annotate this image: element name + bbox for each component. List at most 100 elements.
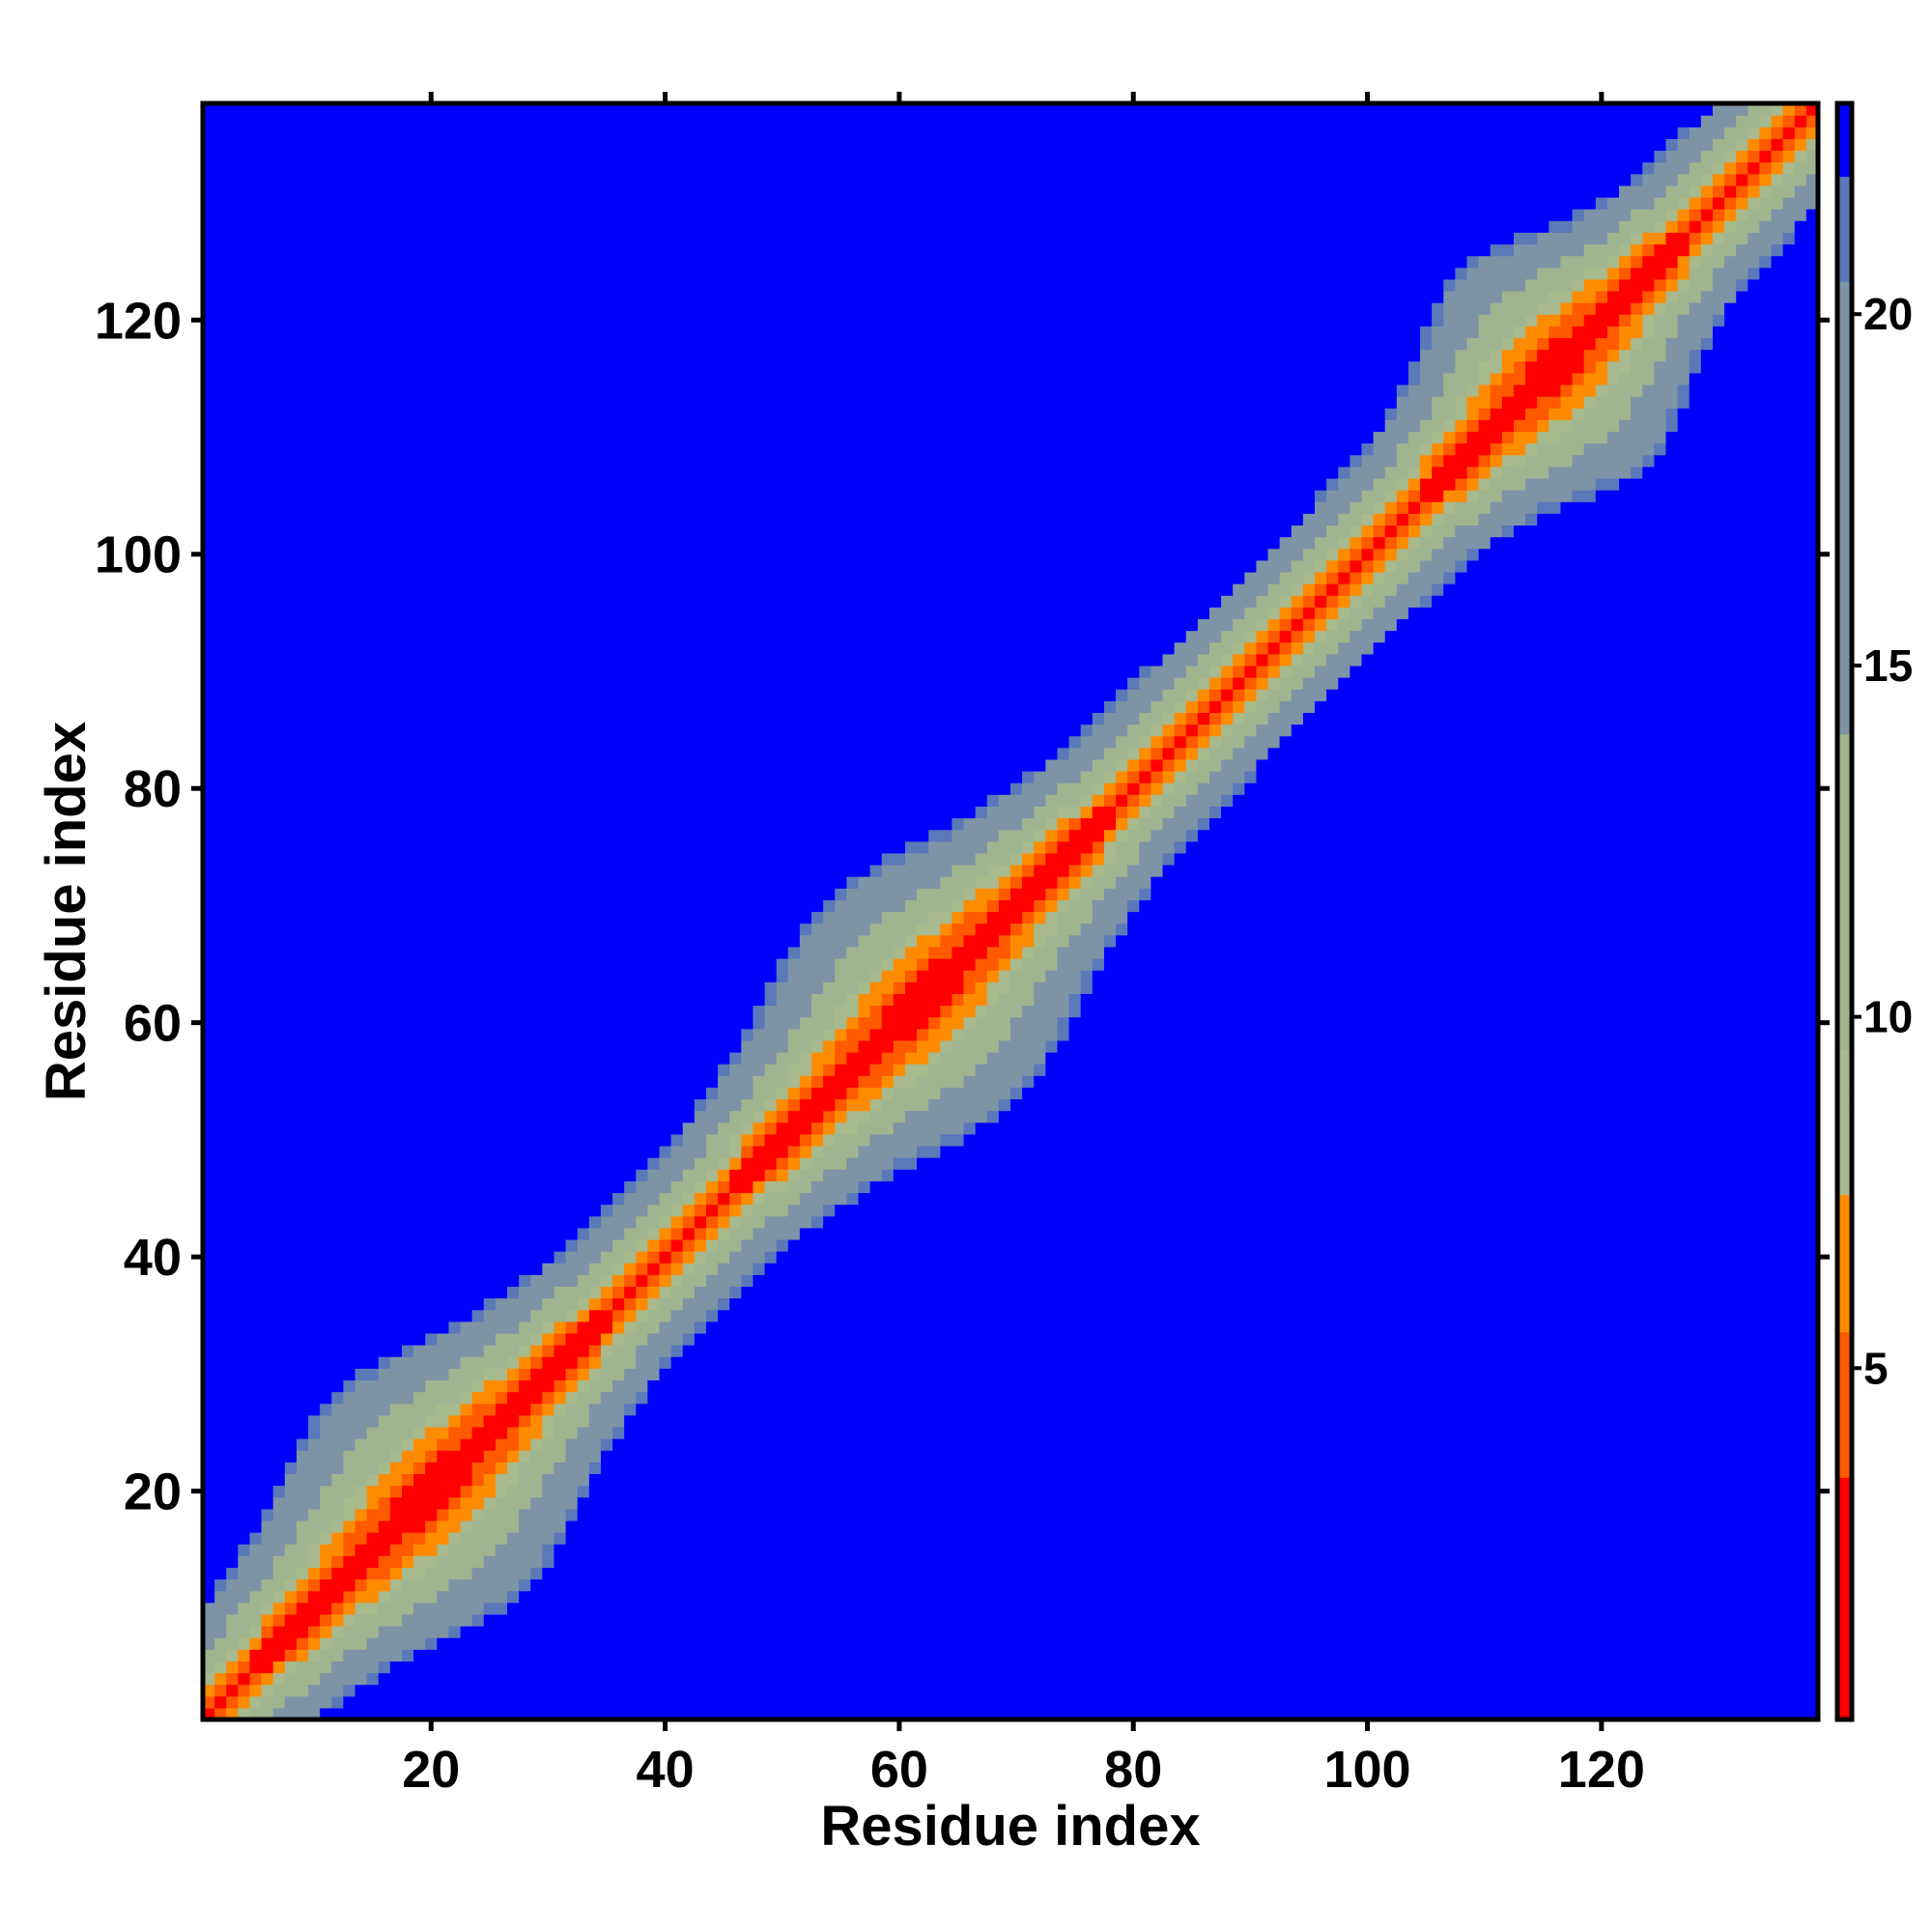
heatmap-cell — [320, 1192, 332, 1206]
heatmap-cell — [226, 571, 239, 584]
heatmap-cell — [437, 1309, 450, 1322]
heatmap-cell — [308, 1649, 321, 1662]
heatmap-cell — [495, 1145, 508, 1158]
heatmap-cell — [272, 677, 286, 690]
heatmap-cell — [600, 1567, 613, 1580]
heatmap-cell — [577, 360, 590, 374]
heatmap-cell — [355, 1356, 368, 1369]
heatmap-cell — [519, 1391, 531, 1405]
heatmap-cell — [378, 1075, 391, 1088]
heatmap-cell — [366, 1414, 380, 1428]
heatmap-cell — [308, 758, 321, 772]
heatmap-cell — [542, 1005, 555, 1018]
heatmap-cell — [308, 103, 321, 116]
heatmap-cell — [378, 115, 391, 128]
heatmap-cell — [624, 1496, 637, 1510]
heatmap-cell — [495, 1157, 508, 1170]
heatmap-cell — [600, 653, 613, 667]
heatmap-cell — [284, 806, 298, 819]
heatmap-cell — [460, 1145, 473, 1158]
heatmap-cell — [530, 829, 543, 842]
heatmap-cell — [483, 1297, 497, 1311]
heatmap-cell — [425, 712, 438, 725]
heatmap-cell — [437, 243, 450, 257]
heatmap-cell — [448, 689, 462, 701]
heatmap-cell — [507, 700, 520, 713]
heatmap-cell — [425, 1263, 438, 1275]
heatmap-cell — [425, 1309, 438, 1322]
heatmap-cell — [612, 1274, 625, 1288]
heatmap-cell — [612, 934, 625, 948]
heatmap-cell — [460, 677, 473, 690]
heatmap-cell — [272, 185, 286, 198]
heatmap-cell — [226, 1238, 239, 1252]
heatmap-cell — [272, 1087, 286, 1100]
heatmap-cell — [600, 1672, 613, 1686]
heatmap-cell — [238, 419, 251, 433]
heatmap-cell — [214, 372, 227, 385]
heatmap-cell — [366, 1695, 380, 1709]
heatmap-cell — [343, 1110, 356, 1123]
heatmap-cell — [308, 490, 321, 502]
heatmap-cell — [284, 477, 298, 491]
heatmap-cell — [425, 1356, 438, 1369]
heatmap-cell — [554, 1145, 567, 1158]
heatmap-cell — [519, 1016, 531, 1030]
heatmap-cell — [612, 1684, 625, 1697]
heatmap-cell — [249, 747, 263, 760]
heatmap-cell — [507, 1321, 520, 1334]
heatmap-cell — [389, 196, 403, 210]
heatmap-cell — [588, 571, 602, 584]
heatmap-cell — [495, 513, 508, 526]
heatmap-cell — [378, 1345, 391, 1357]
heatmap-cell — [577, 852, 590, 866]
heatmap-cell — [214, 150, 227, 163]
heatmap-cell — [448, 1286, 462, 1299]
heatmap-cell — [588, 653, 602, 667]
heatmap-cell — [530, 384, 543, 397]
heatmap-cell — [331, 700, 344, 713]
heatmap-cell — [214, 1684, 227, 1697]
heatmap-cell — [425, 1297, 438, 1311]
heatmap-cell — [471, 536, 485, 550]
heatmap-cell — [366, 1578, 380, 1592]
heatmap-cell — [483, 1555, 497, 1568]
heatmap-cell — [612, 1368, 625, 1381]
heatmap-cell — [507, 1286, 520, 1299]
heatmap-cell — [542, 724, 555, 737]
heatmap-cell — [296, 1039, 309, 1053]
heatmap-cell — [542, 1051, 555, 1065]
heatmap-cell — [203, 1122, 215, 1135]
heatmap-cell — [272, 758, 286, 772]
heatmap-cell — [226, 747, 239, 760]
heatmap-cell — [320, 337, 332, 351]
heatmap-cell — [214, 1192, 227, 1206]
heatmap-cell — [460, 1122, 473, 1135]
heatmap-cell — [565, 1098, 579, 1112]
heatmap-cell — [588, 1450, 602, 1463]
heatmap-cell — [249, 1251, 263, 1264]
heatmap-cell — [378, 513, 391, 526]
heatmap-cell — [343, 899, 356, 913]
heatmap-cell — [612, 1204, 625, 1217]
heatmap-cell — [214, 1391, 227, 1405]
heatmap-cell — [331, 665, 344, 678]
heatmap-cell — [413, 419, 426, 433]
heatmap-cell — [272, 957, 286, 971]
heatmap-cell — [272, 1286, 286, 1299]
heatmap-cell — [284, 1192, 298, 1206]
heatmap-cell — [565, 1520, 579, 1533]
heatmap-cell — [600, 1204, 613, 1217]
heatmap-cell — [238, 1626, 251, 1638]
heatmap-cell — [249, 1544, 263, 1556]
heatmap-cell — [308, 1613, 321, 1627]
heatmap-cell — [343, 653, 356, 667]
heatmap-cell — [226, 1133, 239, 1147]
heatmap-cell — [366, 1379, 380, 1393]
heatmap-cell — [495, 477, 508, 491]
heatmap-cell — [519, 1695, 531, 1709]
heatmap-cell — [519, 1707, 531, 1720]
heatmap-cell — [203, 1005, 215, 1018]
heatmap-cell — [308, 115, 321, 128]
heatmap-cell — [203, 1321, 215, 1334]
